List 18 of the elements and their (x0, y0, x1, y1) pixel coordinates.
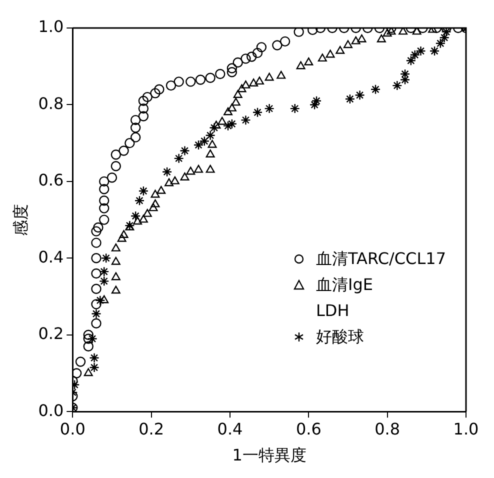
x-tick-label: 0.0 (60, 419, 86, 438)
x-tick-label: 0.8 (374, 419, 400, 438)
y-tick-label: 0.2 (38, 324, 64, 344)
legend-label: 血清TARC/CCL17 (316, 248, 446, 270)
legend-label: LDH (316, 300, 350, 322)
legend-label: 好酸球 (316, 326, 364, 348)
y-tick-label: 0.6 (38, 170, 64, 190)
legend-label: 血清IgE (316, 274, 373, 296)
x-tick-label: 0.4 (217, 419, 243, 438)
x-tick-label: 0.6 (296, 419, 322, 438)
y-tick-label: 0.8 (38, 94, 64, 113)
y-tick-label: 0.4 (38, 247, 64, 266)
x-tick-label: 0.2 (138, 419, 164, 438)
x-axis-title: 1一特異度 (232, 446, 306, 465)
y-tick-label: 1.0 (38, 17, 64, 36)
x-tick-label: 1.0 (453, 419, 479, 438)
y-tick-label: 0.0 (38, 400, 64, 420)
y-axis-title: 感度 (10, 204, 30, 236)
